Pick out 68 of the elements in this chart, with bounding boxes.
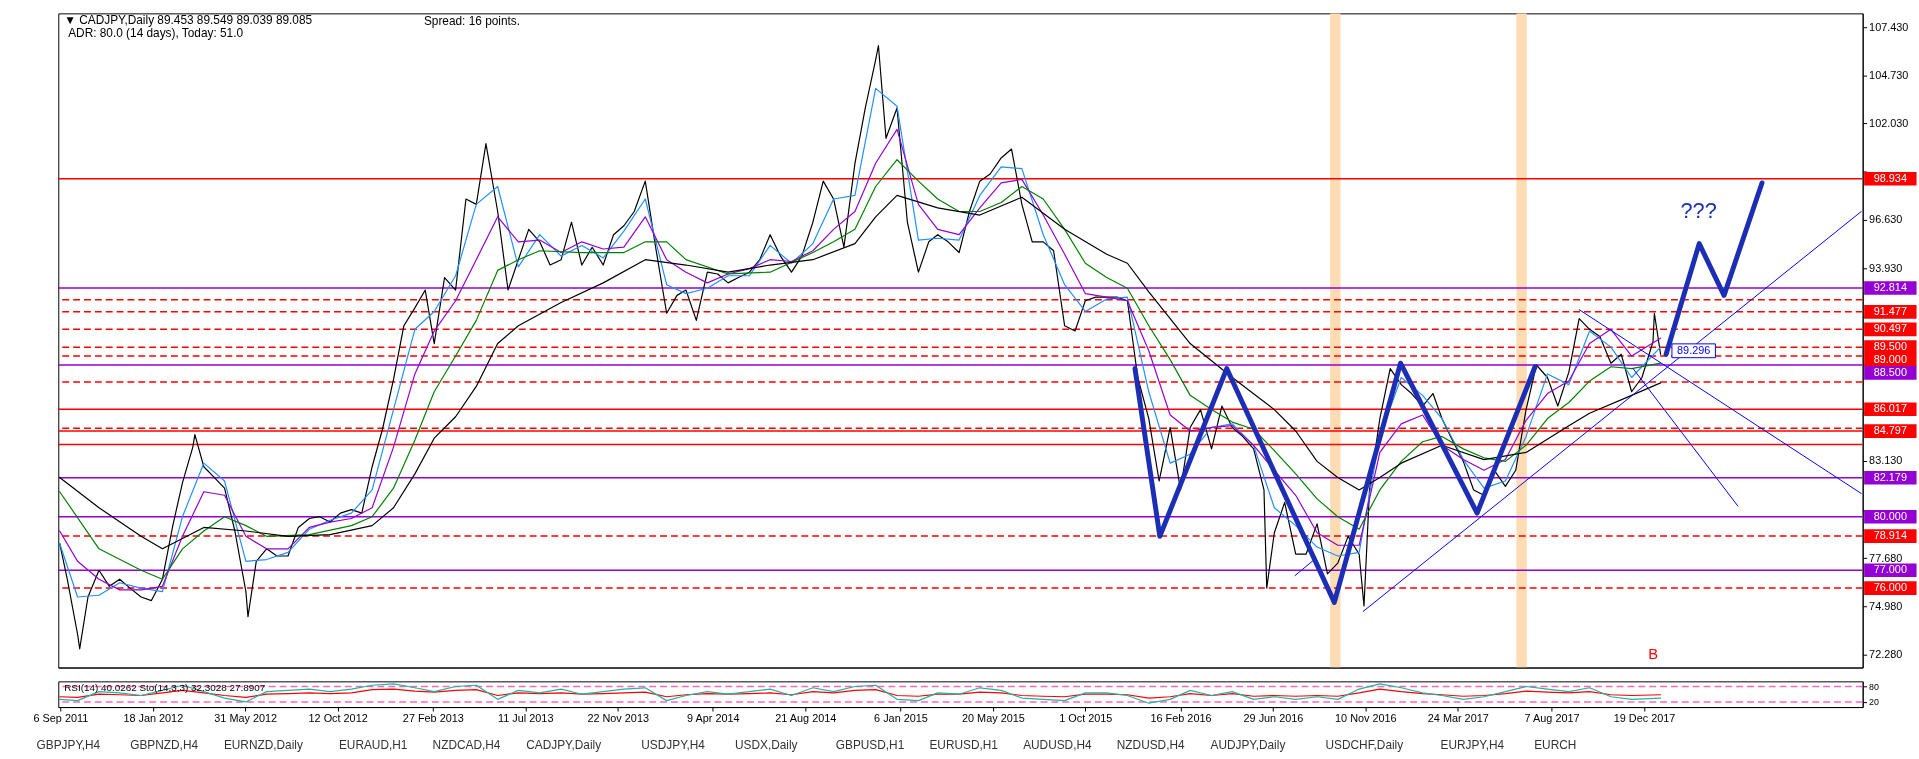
x-tick-label: 21 Aug 2014 <box>775 712 837 725</box>
annotation: ??? <box>1680 197 1717 223</box>
x-tick-label: 16 Feb 2016 <box>1150 712 1212 725</box>
x-tick-label: 27 Feb 2013 <box>402 712 464 725</box>
x-tick-label: 7 Aug 2017 <box>1524 712 1580 725</box>
line-series <box>59 683 1662 704</box>
ref-line-label: 76.000 <box>1873 581 1907 594</box>
ref-line-label: 92.814 <box>1873 280 1907 293</box>
x-tick-label: 29 Jun 2016 <box>1243 712 1304 725</box>
text: EURNZD,Daily <box>223 737 303 752</box>
ref-line-label: 80.000 <box>1873 509 1907 522</box>
annotation: B <box>1648 645 1659 662</box>
text: GBPJPY,H4 <box>36 737 101 752</box>
x-tick-label: 24 Mar 2017 <box>1427 712 1489 725</box>
text: EURCH <box>1534 737 1577 752</box>
ref-line-label: 90.497 <box>1873 322 1907 335</box>
ref-line-label: 86.017 <box>1873 402 1907 415</box>
x-tick-label: 19 Dec 2017 <box>1613 712 1676 725</box>
x-tick-label: 9 Apr 2014 <box>687 712 740 725</box>
ref-line-label: 91.477 <box>1873 304 1907 317</box>
y-tick-label: 20 <box>1869 697 1880 708</box>
line-series <box>1132 360 1538 605</box>
text: GBPNZD,H4 <box>130 737 199 752</box>
text: NZDCAD,H4 <box>432 737 501 752</box>
text: AUDJPY,Daily <box>1210 737 1286 752</box>
x-tick-label: 22 Nov 2013 <box>587 712 649 725</box>
ref-line-label: 78.914 <box>1873 529 1907 542</box>
x-tick-label: 12 Oct 2012 <box>308 712 368 725</box>
ref-line-label: 82.179 <box>1873 470 1907 483</box>
y-tick-label: 74.980 <box>1869 599 1903 612</box>
y-tick-label: 72.280 <box>1869 647 1903 660</box>
ref-line-label: 98.934 <box>1873 171 1907 184</box>
text: USDCHF,Daily <box>1325 737 1404 752</box>
text: EURUSD,H1 <box>929 737 999 752</box>
annotation: Spread: 16 points. <box>423 14 521 29</box>
text: ADR: 80.0 (14 days), Today: 51.0 <box>68 26 244 41</box>
text: GBPUSD,H1 <box>835 737 905 752</box>
text: USDJPY,H4 <box>641 737 706 752</box>
y-tick-label: 96.630 <box>1869 213 1903 226</box>
text: NZDUSD,H4 <box>1116 737 1186 752</box>
x-tick-label: 20 May 2015 <box>962 712 1025 725</box>
ref-line-label: 77.000 <box>1873 563 1907 576</box>
ref-line-label: 84.797 <box>1873 424 1907 437</box>
ref-line-label: 89.500 <box>1873 340 1907 353</box>
x-tick-label: 6 Jan 2015 <box>874 712 928 725</box>
y-tick-label: 104.730 <box>1869 68 1909 81</box>
x-tick-label: 1 Oct 2015 <box>1059 712 1113 725</box>
ref-line-label: 88.500 <box>1873 365 1907 378</box>
text: EURJPY,H4 <box>1440 737 1505 752</box>
x-tick-label: 11 Jul 2013 <box>498 712 554 725</box>
y-tick-label: 77.680 <box>1869 551 1903 564</box>
x-tick-label: 31 May 2012 <box>214 712 278 725</box>
text: AUDUSD,H4 <box>1023 737 1092 752</box>
text: EURAUD,H1 <box>338 737 408 752</box>
text: USDX,Daily <box>734 737 798 752</box>
x-tick-label: 18 Jan 2012 <box>123 712 184 725</box>
y-tick-label: 83.130 <box>1869 454 1903 467</box>
ref-line-label: 89.000 <box>1873 352 1907 365</box>
y-tick-label: 80 <box>1869 681 1880 692</box>
x-tick-label: 10 Nov 2016 <box>1335 712 1397 725</box>
y-tick-label: 102.030 <box>1869 116 1909 129</box>
chart-title: ▼ CADJPY,Daily 89.453 89.549 89.039 89.085 <box>64 13 313 28</box>
text: CADJPY,Daily <box>526 737 602 752</box>
annotation: 89.296 <box>1677 343 1711 356</box>
line-series <box>1663 180 1765 357</box>
x-tick-label: 6 Sep 2011 <box>33 712 89 725</box>
y-tick-label: 93.930 <box>1869 261 1903 274</box>
y-tick-label: 107.430 <box>1869 20 1909 33</box>
